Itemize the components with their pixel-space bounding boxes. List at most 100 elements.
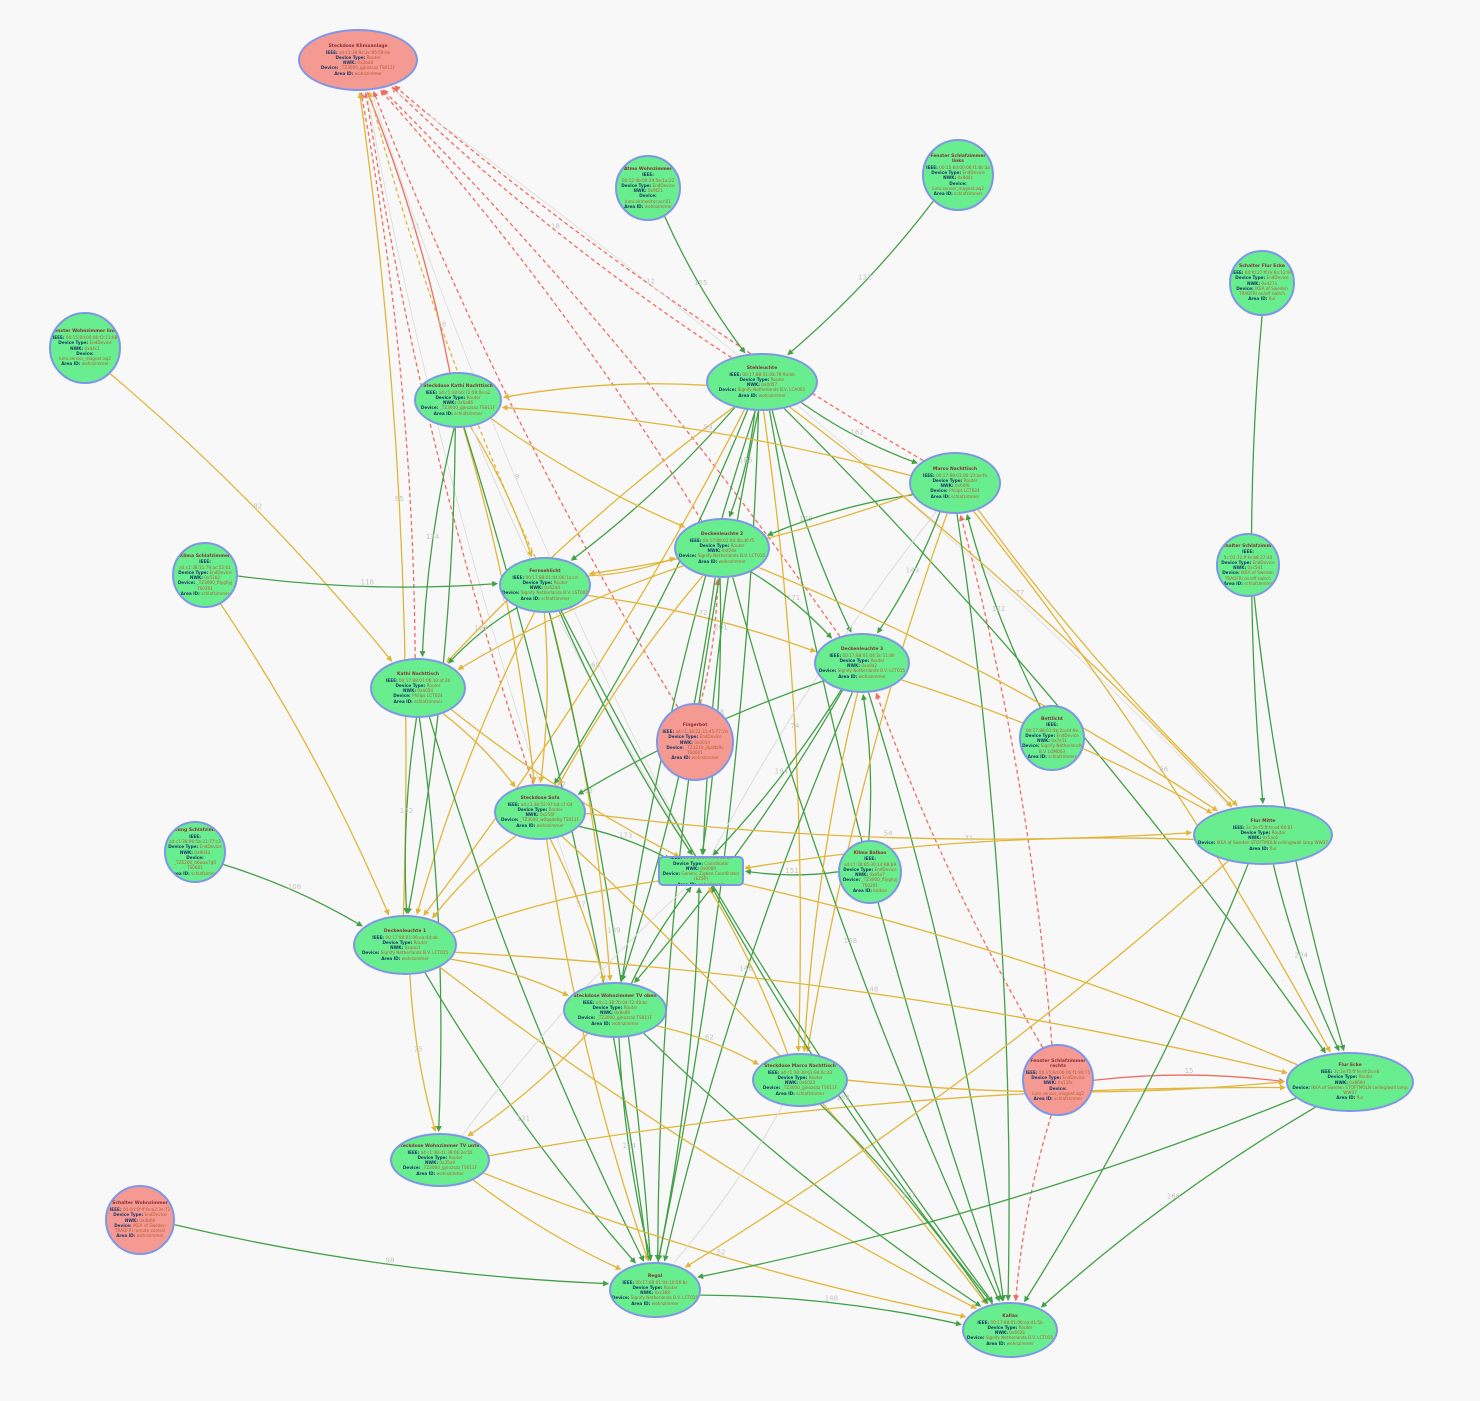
edge-lqi-label: 62 [705, 1033, 714, 1041]
node-steckdose-klimaanlage[interactable]: Steckdose Klimaanlage IEEE: a4:c1:38:9c:2… [298, 29, 418, 91]
node-schalter-wohnzimmer[interactable]: Schalter Wohnzimmer IEEE: 00:0d:6f:ff:fe:… [105, 1185, 175, 1255]
node-nwk: NWK: 0x51b2 [189, 575, 221, 581]
node-regal[interactable]: Regal IEEE: 00:17:88:01:04:16:56:8c Device… [609, 1262, 701, 1318]
node-title: Steckdose Sofa [520, 796, 560, 802]
node-steckdose-wohnzimmer-tv-unten[interactable]: Steckdose Wohnzimmer TV unten IEEE: a4:c1… [390, 1133, 490, 1187]
node-device: Device: _TZ3000_fllyghyj TS0201 [177, 580, 233, 591]
node-koordinator[interactable]: IEEE: 00:3c:84:ff:fe:94:5b:1d Device Type… [658, 856, 744, 886]
node-nwk: NWK: 0x4b08 [124, 1217, 156, 1223]
node-deckenleuchte-1[interactable]: Deckenleuchte 1 IEEE: 00:17:88:01:06:ea:4… [353, 915, 457, 975]
node-nwk: NWK: 0xf24e [707, 548, 737, 554]
node-title: Flur Ecke [1338, 1063, 1362, 1069]
edge-lqi-label: 12 [646, 277, 655, 285]
edge-fernsehlicht--deckenleuchte-3 [587, 594, 817, 653]
edge-steckdose-kathi-nachttisch--kathi-nachttisch [419, 427, 455, 658]
node-flur-mitte[interactable]: Flur Mitte IEEE: 3c:2e:f5:ff:fe:e4:66:81 D… [1193, 805, 1333, 865]
node-area: Area ID: wohnzimmer [591, 1020, 639, 1026]
node-schalter-flur-ecke[interactable]: Schalter Flur Ecke IEEE: 84:fd:27:ff:fe:6… [1229, 250, 1295, 316]
node-deckenleuchte-3[interactable]: Deckenleuchte 3 IEEE: 00:17:88:01:04:3c:5… [814, 633, 910, 693]
edge-flur-mitte--steckdose-klimaanlage [390, 87, 1232, 809]
node-device: Device: Philips LCT024 [393, 693, 443, 699]
edge-lqi-label: 127 [474, 625, 487, 633]
edge-lqi-label: 158 [844, 937, 857, 945]
edge-regal--kallax [700, 1294, 962, 1327]
node-fenster-schlafzimmer-rechts[interactable]: Fenster Schlafzimmer rechts IEEE: 00:15:8… [1022, 1044, 1094, 1116]
node-nwk: NWK: 0xa9a2 [847, 663, 877, 669]
node-ieee: IEEE: a4:c1:38:22:31:45:77:2d [662, 729, 728, 735]
node-heizung-schlafzimmer[interactable]: Heizung Schlafzimmer IEEE: a4:c1:38:90:5b… [164, 821, 226, 883]
node-device_type: Device Type: EndDevice [1235, 275, 1289, 281]
node-fenster-schlafzimmer-links[interactable]: Fenster Schlafzimmer links IEEE: 00:15:8d… [922, 139, 994, 211]
node-flur-ecke[interactable]: Flur Ecke IEEE: 3c:2e:f5:ff:fe:ef:2a:e8 De… [1286, 1052, 1414, 1112]
node-nwk: NWK: 0x6244 [529, 585, 561, 591]
node-steckdose-marco-nachttisch[interactable]: Steckdose Marco Nachttisch IEEE: a4:c1:38… [752, 1053, 848, 1107]
node-title: Schalter Wohnzimmer [112, 1201, 168, 1207]
node-klima-schlafzimmer[interactable]: Klima Schlafzimmer IEEE: a4:c1:38:11:79:a… [172, 542, 238, 608]
edge-fenster-schlafzimmer-links--stehleuchte [787, 200, 934, 356]
node-ieee: IEEE: a4:c1:38:52:97:b4:c7:0d [507, 801, 573, 807]
node-area: Area ID: wohnzimmer [738, 392, 786, 398]
edge-lqi-label: 171 [787, 594, 800, 602]
node-marco-nachttisch[interactable]: Marco Nachttisch IEEE: 00:17:88:01:06:10:… [909, 452, 1001, 514]
node-stehleuchte[interactable]: Stehleuchte IEEE: 00:17:88:01:08:79:9a:bb… [706, 353, 818, 411]
node-area: Area ID: flur [1336, 1095, 1364, 1101]
node-device_type: Device Type: Router [699, 542, 745, 548]
node-steckdose-wohnzimmer-tv-oben[interactable]: Steckdose Wohnzimmer TV oben IEEE: a4:c1:… [563, 982, 667, 1038]
node-ieee: IEEE: a4:c1:38:7b:04:72:48:bc [582, 999, 648, 1005]
node-atmo-wohnzimmer[interactable]: Atmo Wohnzimmer IEEE: 00:12:4b:00:29:5e:1… [615, 155, 681, 221]
edge-deckenleuchte-3--steckdose-marco-nachttisch [801, 692, 859, 1053]
node-kallax[interactable]: Kallax IEEE: 00:17:88:01:06:ea:d1:5b Devic… [962, 1302, 1058, 1358]
edge-fenster-schlafzimmer-rechts--kallax [1013, 1115, 1052, 1302]
node-ieee: IEEE: 00:17:88:01:04:3b:d6:f5 [689, 537, 755, 543]
node-ieee: IEEE: 00:17:88:01:0b:2a:44:9e [1025, 722, 1079, 733]
node-area: Area ID: schlafzimmer [170, 870, 220, 876]
edge-lqi-label: 77 [1015, 589, 1024, 597]
edge-stehleuchte--deckenleuchte-3 [771, 410, 852, 633]
node-title: Steckdose Marco Nachttisch [764, 1064, 836, 1070]
node-ieee: IEEE: 3c:2e:f5:ff:fe:e4:66:81 [1232, 824, 1294, 830]
node-nwk: NWK: 0x256f [525, 812, 555, 818]
node-device_type: Device Type: Router [522, 579, 568, 585]
node-klima-balkon[interactable]: Klima Balkon IEEE: a4:c1:38:65:30:14:88:b… [838, 840, 902, 904]
node-bettlicht[interactable]: Bettlicht IEEE: 00:17:88:01:0b:2a:44:9e De… [1019, 705, 1085, 771]
edge-lqi-label: 178 [799, 515, 812, 523]
edge-deckenleuchte-3--koordinator [712, 689, 842, 856]
edge-stehleuchte--fernsehlicht [570, 406, 736, 561]
node-fenster-wohnzimmer-links[interactable]: Fenster Wohnzimmer links IEEE: 00:15:8d:0… [49, 312, 121, 384]
node-area: Area ID: schlafzimmer [1033, 1096, 1083, 1102]
edge-lqi-label: 132 [858, 274, 871, 282]
edge-steckdose-kathi-nachttisch--regal [463, 427, 651, 1262]
edge-steckdose-kathi-nachttisch--steckdose-klimaanlage [366, 91, 451, 373]
node-schalter-schlafzimmer[interactable]: Schalter Schlafzimmer IEEE: 5c:02:72:ff:f… [1216, 533, 1280, 597]
edge-lqi-label: 9 [515, 473, 519, 481]
node-title: Steckdose Kathi Nachttisch [423, 384, 493, 390]
node-area: Area ID: balkon [852, 887, 888, 893]
edge-fenster-wohnzimmer-links--kathi-nachttisch [109, 373, 393, 662]
edge-deckenleuchte-2--steckdose-sofa [558, 575, 704, 786]
node-kathi-nachttisch[interactable]: Kathi Nachttisch IEEE: 00:17:88:01:06:10:… [370, 658, 466, 718]
node-ieee: IEEE: 00:17:88:01:06:10:ae:fa [922, 472, 988, 478]
node-title: Fenster Schlafzimmer rechts [1030, 1058, 1086, 1070]
edge-fernsehlicht--kathi-nachttisch [448, 606, 518, 664]
edge-steckdose-sofa--deckenleuchte-1 [432, 835, 517, 919]
node-device: Device: Signify Netherlands B.V. LCA001 [718, 387, 806, 393]
node-steckdose-kathi-nachttisch[interactable]: Steckdose Kathi Nachttisch IEEE: a4:c1:38… [414, 372, 502, 428]
node-steckdose-sofa[interactable]: Steckdose Sofa IEEE: a4:c1:38:52:97:b4:c7… [494, 784, 586, 840]
node-area: Area ID: flur [1249, 845, 1277, 851]
node-device_type: Device Type: EndDevice [668, 734, 722, 740]
edge-deckenleuchte-2--regal [654, 577, 720, 1262]
node-deckenleuchte-2[interactable]: Deckenleuchte 2 IEEE: 00:17:88:01:04:3b:d… [674, 518, 770, 578]
node-area: Area ID: schlafzimmer [393, 698, 443, 704]
edge-marco-nachttisch--steckdose-marco-nachttisch [805, 513, 948, 1053]
edge-lqi-label: 204 [1295, 951, 1309, 959]
edge-lqi-label: 18 [551, 223, 560, 231]
edge-kathi-nachttisch--regal [428, 716, 645, 1262]
node-title: Schalter Flur Ecke [1239, 264, 1285, 270]
edge-lqi-label: 74 [790, 722, 799, 730]
node-fernsehlicht[interactable]: Fernsehlicht IEEE: 00:17:88:01:04:06:1a:c… [499, 557, 591, 613]
node-fingerbot[interactable]: Fingerbot IEEE: a4:c1:38:22:31:45:77:2d De… [656, 703, 734, 781]
edge-fernsehlicht--steckdose-sofa [538, 612, 548, 783]
edge-marco-nachttisch--kallax [956, 513, 1012, 1302]
node-device: Device: Signify Netherlands B.V. LCT015 [818, 668, 906, 674]
